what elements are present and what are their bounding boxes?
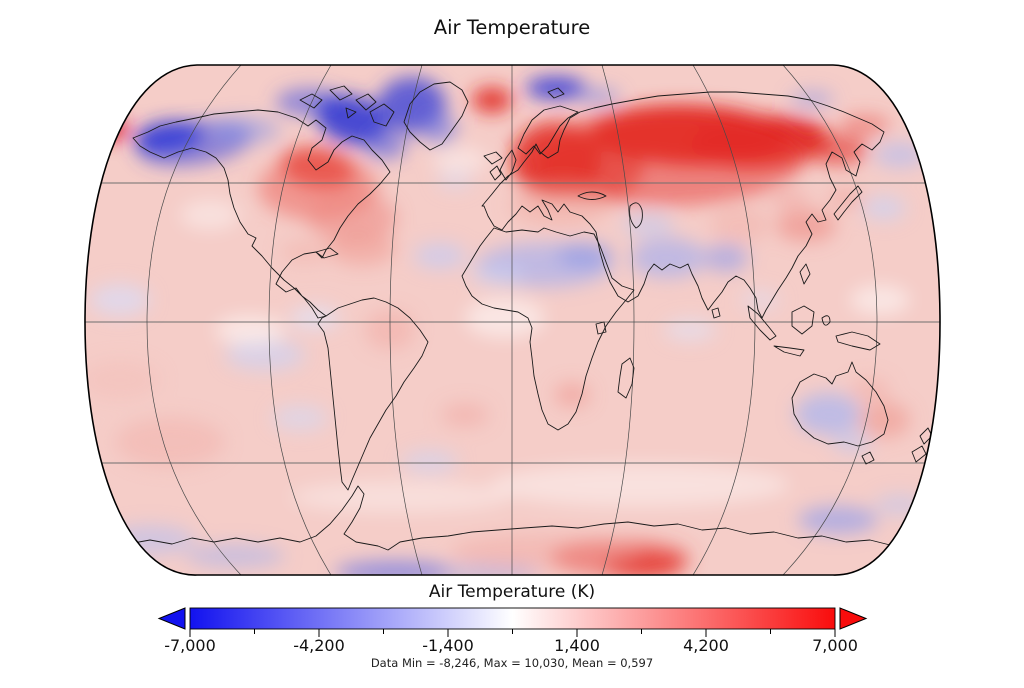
colorbar-tick-label: -1,400 — [422, 636, 474, 655]
coast-arctic-islands — [299, 85, 395, 127]
coast-sri-lanka — [711, 307, 721, 319]
coast-australia — [791, 361, 933, 465]
coast-madagascar — [617, 357, 635, 399]
graticule — [85, 65, 940, 576]
coast-japan — [833, 185, 863, 221]
coast-eurasia — [481, 91, 885, 319]
coast-south-america — [317, 297, 429, 491]
colorbar-title: Air Temperature (K) — [428, 582, 596, 602]
colorbar-tick-label: 1,400 — [554, 636, 600, 655]
coast-indonesia — [747, 263, 881, 357]
colorbar-left-arrow — [157, 607, 186, 630]
colorbar-tick-label: 4,200 — [683, 636, 729, 655]
coast-inland-seas — [577, 191, 643, 229]
coast-greenland — [403, 81, 565, 165]
coast-africa — [461, 227, 635, 431]
colorbar-right-arrow — [839, 607, 868, 630]
data-stats-text: Data Min = -8,246, Max = 10,030, Mean = … — [370, 656, 654, 670]
coast-antarctica — [127, 485, 913, 553]
colorbar — [157, 607, 868, 637]
anomaly-field — [85, 65, 940, 576]
colorbar-ticks — [189, 629, 836, 637]
coastlines — [127, 81, 933, 553]
coast-british-isles — [489, 149, 517, 181]
figure-title: Air Temperature — [433, 16, 591, 39]
colorbar-gradient-bar — [189, 607, 836, 630]
colorbar-tick-label: 7,000 — [812, 636, 858, 655]
colorbar-tick-label: -7,000 — [164, 636, 216, 655]
map-outline — [84, 64, 941, 576]
coast-cuba — [315, 247, 339, 259]
colorbar-tick-label: -4,200 — [293, 636, 345, 655]
coast-scandinavia — [517, 105, 579, 155]
coast-lake — [595, 321, 607, 335]
